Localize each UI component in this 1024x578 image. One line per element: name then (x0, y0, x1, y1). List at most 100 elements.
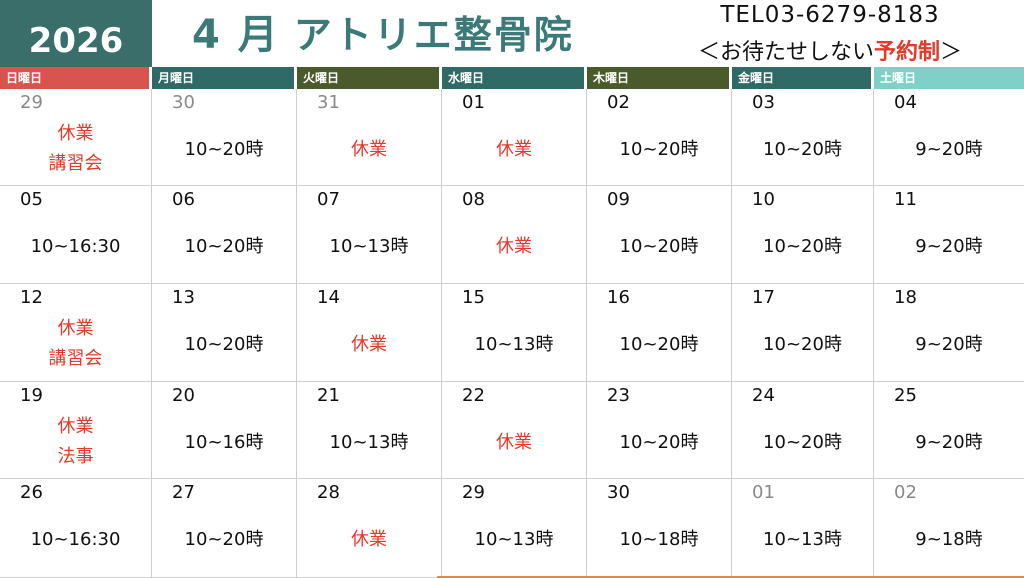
closed-note: 休業 講習会 (0, 119, 151, 179)
business-hours: 10~20時 (732, 135, 873, 165)
weekday-header-sat: 土曜日 (874, 67, 1024, 89)
day-number: 19 (20, 385, 43, 406)
calendar-day-cell: 31 休業 (297, 89, 442, 186)
calendar-day-cell: 15 10~13時 (442, 284, 587, 382)
clinic-name: アトリエ整骨院 (293, 13, 574, 57)
hours-text: 9~20時 (915, 334, 983, 355)
reservation-policy: ＜お待たせしない予約制＞ (640, 34, 1020, 66)
business-hours: 10~13時 (297, 232, 441, 262)
closed-note: 休業 (442, 135, 586, 165)
calendar-day-cell: 24 10~20時 (732, 382, 874, 479)
business-hours: 9~20時 (874, 135, 1024, 165)
weekday-header-mon: 月曜日 (152, 67, 294, 89)
closed-note-line: 休業 (57, 123, 94, 144)
policy-prefix: ＜お待たせしない (697, 40, 874, 65)
business-hours: 10~16時 (152, 428, 296, 458)
day-number: 12 (20, 287, 43, 308)
calendar-day-cell: 04 9~20時 (874, 89, 1024, 186)
weekday-header-fri: 金曜日 (732, 67, 871, 89)
day-number: 13 (172, 287, 195, 308)
calendar-day-cell: 19 休業 法事 (0, 382, 152, 479)
day-number: 09 (607, 189, 630, 210)
calendar-day-cell: 07 10~13時 (297, 186, 442, 284)
day-number: 01 (752, 482, 775, 503)
business-hours: 10~20時 (152, 135, 296, 165)
closed-note: 休業 (297, 135, 441, 165)
hours-text: 10~13時 (329, 236, 409, 257)
day-number: 06 (172, 189, 195, 210)
phone-number: TEL03-6279-8183 (720, 2, 940, 28)
day-number: 17 (752, 287, 775, 308)
closed-note-line: 休業 (496, 236, 532, 257)
business-hours: 10~13時 (732, 525, 873, 555)
business-hours: 10~13時 (442, 525, 586, 555)
business-hours: 10~20時 (587, 135, 731, 165)
hours-text: 10~13時 (474, 529, 554, 550)
business-hours: 10~20時 (732, 232, 873, 262)
hours-text: 10~20時 (619, 334, 699, 355)
calendar-day-cell: 29 10~13時 (442, 479, 587, 578)
calendar-day-cell: 20 10~16時 (152, 382, 297, 479)
year-badge: 2026 (0, 0, 152, 67)
day-number: 07 (317, 189, 340, 210)
calendar-day-cell: 18 9~20時 (874, 284, 1024, 382)
closed-note-line: 休業 (351, 529, 387, 550)
accent-underline (437, 576, 1024, 578)
day-number: 18 (894, 287, 917, 308)
day-number: 02 (894, 482, 917, 503)
hours-text: 9~18時 (915, 529, 983, 550)
weekday-header-wed: 水曜日 (442, 67, 584, 89)
hours-text: 9~20時 (915, 139, 983, 160)
weekday-header-sun: 日曜日 (0, 67, 149, 89)
hours-text: 10~20時 (619, 139, 699, 160)
closed-note-line: 休業 (351, 334, 387, 355)
calendar-day-cell: 27 10~20時 (152, 479, 297, 578)
business-hours: 9~20時 (874, 330, 1024, 360)
business-hours: 9~20時 (874, 428, 1024, 458)
day-number: 24 (752, 385, 775, 406)
business-hours: 10~20時 (587, 428, 731, 458)
day-number: 02 (607, 92, 630, 113)
day-number: 28 (317, 482, 340, 503)
business-hours: 10~20時 (152, 525, 296, 555)
calendar-day-cell: 30 10~20時 (152, 89, 297, 186)
hours-text: 10~20時 (184, 236, 264, 257)
calendar-grid: 29 休業 講習会 30 10~20時 31 休業 01 休業 02 10~20時 03 10~20時 0… (0, 89, 1024, 578)
day-number: 29 (462, 482, 485, 503)
hours-text: 9~20時 (915, 432, 983, 453)
closed-note-line: 休業 (496, 139, 532, 160)
day-number: 20 (172, 385, 195, 406)
day-number: 16 (607, 287, 630, 308)
closed-note-line: 休業 (496, 432, 532, 453)
calendar-day-cell: 02 10~20時 (587, 89, 732, 186)
year-label: 2026 (28, 20, 124, 61)
hours-text: 10~20時 (184, 529, 264, 550)
hours-text: 10~16:30 (30, 529, 121, 550)
hours-text: 10~20時 (184, 139, 264, 160)
business-hours: 10~16:30 (0, 525, 151, 555)
policy-emphasis: 予約制 (873, 40, 940, 65)
day-number: 23 (607, 385, 630, 406)
day-number: 05 (20, 189, 43, 210)
closed-note: 休業 (297, 525, 441, 555)
calendar-day-cell: 16 10~20時 (587, 284, 732, 382)
calendar-day-cell: 26 10~16:30 (0, 479, 152, 578)
calendar-week-row: 26 10~16:30 27 10~20時 28 休業 29 10~13時 30 10~18時 01… (0, 479, 1024, 578)
calendar-day-cell: 11 9~20時 (874, 186, 1024, 284)
business-hours: 10~20時 (587, 232, 731, 262)
calendar-day-cell: 21 10~13時 (297, 382, 442, 479)
hours-text: 10~20時 (184, 334, 264, 355)
hours-text: 10~20時 (763, 432, 842, 453)
hours-text: 10~18時 (619, 529, 699, 550)
weekday-header-thu: 木曜日 (587, 67, 729, 89)
day-number: 30 (607, 482, 630, 503)
hours-text: 10~20時 (763, 139, 842, 160)
business-hours: 9~18時 (874, 525, 1024, 555)
day-number: 22 (462, 385, 485, 406)
day-number: 30 (172, 92, 195, 113)
closed-note-line: 法事 (57, 446, 94, 467)
hours-text: 10~16:30 (30, 236, 121, 257)
calendar-day-cell: 09 10~20時 (587, 186, 732, 284)
policy-suffix: ＞ (940, 40, 963, 65)
hours-text: 10~20時 (619, 236, 699, 257)
